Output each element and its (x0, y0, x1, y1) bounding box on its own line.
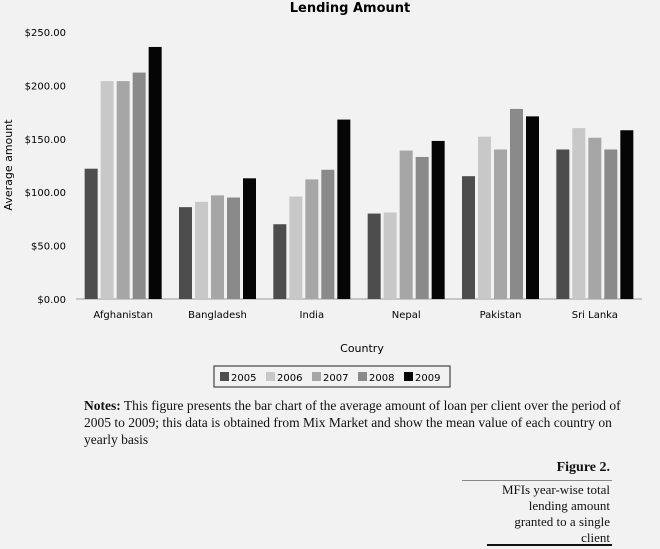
bar-sri-lanka-2006 (572, 128, 586, 299)
figure-caption-block: Figure 2. MFIs year-wise total lending a… (480, 460, 610, 546)
legend-label: 2005 (231, 373, 256, 384)
bar-nepal-2007 (399, 150, 413, 299)
legend-label: 2006 (277, 373, 302, 384)
chart-title: Lending Amount (290, 1, 410, 16)
bar-sri-lanka-2008 (604, 149, 618, 299)
bar-nepal-2005 (367, 213, 381, 299)
bar-india-2008 (321, 169, 335, 299)
legend-label: 2009 (415, 373, 440, 384)
notes-text: This figure presents the bar chart of th… (84, 398, 621, 447)
bar-pakistan-2005 (462, 176, 475, 299)
bar-afghanistan-2008 (132, 72, 146, 299)
legend-box (213, 365, 451, 388)
y-tick-label: $0.00 (37, 295, 66, 306)
bar-afghanistan-2009 (148, 46, 162, 300)
bar-bangladesh-2007 (211, 195, 224, 299)
bar-bangladesh-2006 (195, 201, 208, 299)
bar-india-2009 (337, 119, 351, 300)
y-axis-ticks: $0.00 $50.00 $100.00 $150.00 $200.00 $250.00 (25, 28, 66, 306)
bar-pakistan-2006 (478, 136, 491, 299)
figure-caption: MFIs year-wise total lending amount gran… (501, 482, 610, 545)
bar-bangladesh-2008 (227, 197, 240, 299)
bar-nepal-2006 (383, 212, 397, 299)
y-axis-label-group: Average amount (2, 119, 15, 211)
bar-nepal-2008 (415, 156, 429, 299)
legend-swatch-2009 (404, 372, 413, 381)
x-tick-label: Bangladesh (188, 310, 247, 321)
legend-swatch-2008 (358, 372, 367, 381)
y-tick-label: $50.00 (31, 242, 66, 253)
bars (84, 46, 634, 300)
y-tick-label: $100.00 (25, 188, 66, 199)
bar-nepal-2009 (431, 140, 445, 299)
bar-sri-lanka-2005 (556, 149, 570, 299)
x-axis-ticks: Afghanistan Bangladesh India Nepal Pakistan S… (93, 310, 618, 321)
bar-pakistan-2009 (526, 116, 539, 299)
legend: 2005 2006 2007 2008 2009 (213, 365, 451, 388)
legend-label: 2008 (369, 373, 394, 384)
x-axis-label: Country (340, 342, 384, 355)
y-tick-label: $200.00 (25, 81, 66, 92)
lending-amount-chart: Lending Amount Average amount $0.00 $50.0… (2, 1, 642, 388)
caption-bottom-rule (487, 544, 612, 546)
bar-india-2006 (289, 196, 303, 299)
bar-india-2007 (305, 179, 319, 299)
legend-swatch-2007 (312, 372, 321, 381)
y-axis-label: Average amount (2, 119, 15, 211)
figure-number: Figure 2. (556, 460, 610, 475)
bar-bangladesh-2005 (179, 207, 192, 299)
legend-label: 2007 (323, 373, 348, 384)
bar-pakistan-2008 (510, 108, 523, 300)
bar-bangladesh-2009 (243, 178, 256, 299)
y-tick-label: $250.00 (25, 28, 66, 39)
x-tick-label: India (300, 310, 325, 321)
caption-top-rule (462, 480, 612, 481)
y-tick-label: $150.00 (25, 135, 66, 146)
bar-sri-lanka-2009 (620, 130, 634, 299)
x-tick-label: Nepal (392, 310, 421, 321)
legend-swatch-2006 (266, 372, 275, 381)
notes-label: Notes: (84, 398, 121, 413)
bar-afghanistan-2007 (116, 81, 130, 300)
bar-afghanistan-2005 (84, 168, 98, 299)
bar-afghanistan-2006 (100, 81, 114, 300)
x-tick-label: Sri Lanka (572, 310, 618, 321)
bar-sri-lanka-2007 (588, 137, 602, 299)
legend-swatch-2005 (220, 372, 229, 381)
bar-pakistan-2007 (494, 149, 507, 299)
figure-notes: Notes: This figure presents the bar char… (84, 397, 624, 448)
x-tick-label: Pakistan (480, 310, 522, 321)
x-tick-label: Afghanistan (93, 310, 153, 321)
bar-india-2005 (273, 224, 287, 299)
